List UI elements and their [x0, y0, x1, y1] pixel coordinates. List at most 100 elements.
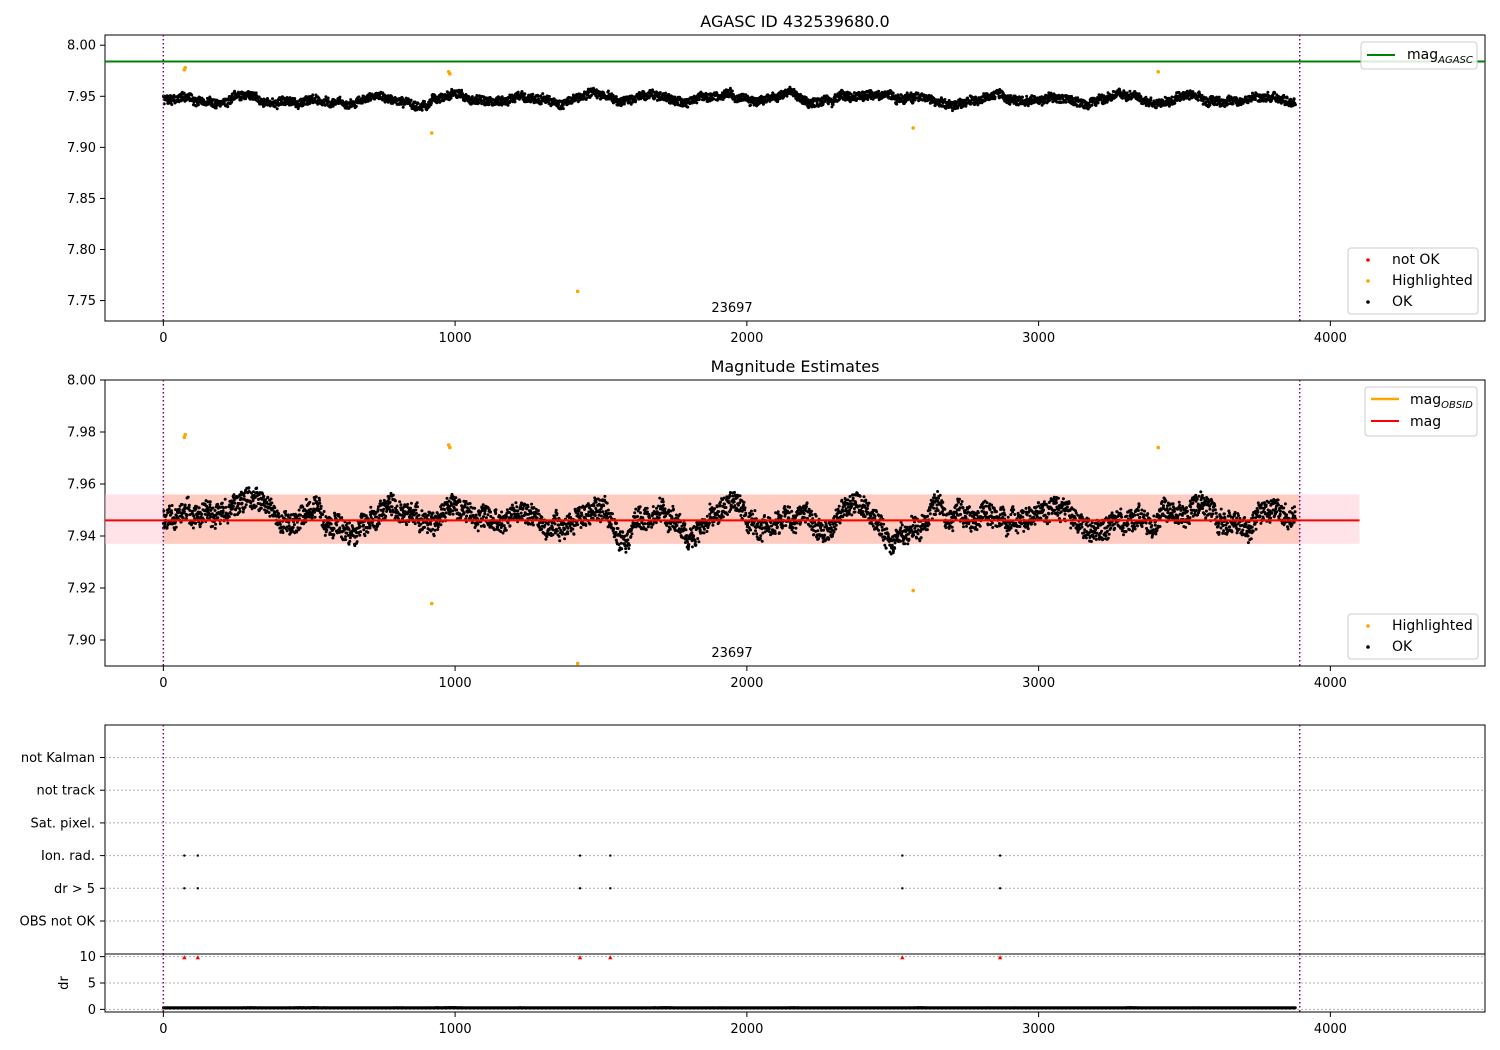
estimates-ok-point	[238, 509, 242, 513]
agasc-ytick-label: 7.85	[67, 192, 96, 207]
estimates-ok-point	[187, 503, 191, 507]
agasc-ok-point	[1292, 97, 1296, 101]
estimates-ok-point	[345, 531, 349, 535]
estimates-ok-point	[390, 513, 394, 517]
agasc-ok-point	[213, 101, 217, 105]
estimates-ok-point	[269, 497, 273, 501]
agasc-ok-point	[557, 103, 560, 107]
agasc-ok-point	[423, 100, 426, 103]
estimates-ok-point	[426, 531, 429, 535]
agasc-ok-point	[456, 95, 460, 99]
agasc-ok-point	[391, 101, 395, 105]
agasc-highlighted-point	[911, 126, 915, 130]
estimates-ok-point	[406, 502, 410, 506]
agasc-ok-point	[590, 93, 593, 97]
estimates-ok-point	[186, 495, 190, 499]
estimates-ok-point	[285, 529, 289, 533]
legend-not-ok-label: not OK	[1392, 252, 1440, 268]
estimates-ok-point	[192, 514, 196, 518]
agasc-ok-point	[622, 102, 626, 106]
agasc-ok-point	[611, 93, 615, 97]
agasc-xtick-label: 3000	[1022, 331, 1055, 346]
estimates-ok-point	[414, 508, 418, 512]
estimates-ok-point	[180, 503, 184, 506]
agasc-obsid-label: 23697	[711, 301, 752, 316]
estimates-ok-point	[355, 534, 359, 538]
agasc-ok-point	[547, 95, 551, 98]
agasc-ok-point	[187, 94, 191, 98]
agasc-magnitude-panel: AGASC ID 432539680.0 0 1000 2000 3000 4000 7…	[67, 12, 1486, 346]
estimates-ok-point	[209, 515, 213, 519]
agasc-ok-point	[673, 95, 677, 99]
estimates-ok-point	[218, 522, 222, 526]
agasc-highlighted-point	[448, 72, 452, 76]
agasc-ok-point	[1149, 96, 1153, 100]
agasc-ok-point	[1090, 103, 1094, 107]
estimates-ok-point	[344, 538, 348, 542]
estimates-ok-point	[206, 508, 210, 512]
estimates-ok-point	[211, 524, 215, 528]
agasc-highlighted-point	[429, 131, 434, 135]
legend-highlighted-marker	[1366, 279, 1370, 283]
estimates-ok-point	[358, 525, 362, 529]
agasc-ok-point	[529, 100, 533, 104]
estimates-ok-point	[463, 503, 467, 507]
estimates-ok-point	[174, 525, 178, 529]
estimates-ok-point	[409, 506, 412, 510]
estimates-ok-point	[347, 528, 351, 531]
estimates-ok-point	[208, 500, 212, 504]
agasc-ok-point	[401, 105, 405, 109]
agasc-ok-point	[1253, 98, 1257, 101]
agasc-ok-point	[877, 89, 881, 93]
estimates-ok-point	[297, 508, 301, 512]
estimates-ok-point	[332, 527, 336, 530]
estimates-ok-point	[398, 500, 402, 504]
agasc-ok-point	[730, 89, 734, 93]
estimates-ok-point	[358, 533, 362, 537]
agasc-xtick-label: 4000	[1314, 331, 1347, 346]
agasc-highlighted-point	[575, 289, 580, 294]
estimates-ok-point	[226, 521, 230, 525]
agasc-ok-point	[479, 97, 483, 101]
legend-ok-marker	[1366, 300, 1370, 304]
estimates-ok-point	[363, 534, 367, 538]
estimates-ok-point	[268, 514, 272, 518]
estimates-ok-point	[295, 530, 299, 534]
estimates-ok-point	[298, 526, 302, 530]
agasc-ok-point	[1293, 103, 1297, 107]
agasc-ok-point	[430, 101, 433, 105]
estimates-ok-point	[395, 504, 399, 508]
agasc-ok-point	[409, 98, 413, 102]
agasc-ok-point	[1173, 101, 1177, 105]
agasc-ok-point	[460, 88, 464, 92]
agasc-ok-point	[664, 91, 668, 95]
estimates-ok-point	[362, 528, 366, 532]
estimates-ok-point	[362, 523, 365, 527]
estimates-ok-point	[402, 513, 406, 517]
estimates-ok-point	[311, 513, 314, 517]
estimates-ok-point	[382, 507, 386, 511]
agasc-ok-point	[606, 89, 610, 93]
estimates-ok-point	[177, 507, 181, 511]
estimates-ok-point	[413, 522, 417, 526]
agasc-ok-point	[477, 101, 481, 105]
agasc-ytick-label: 7.90	[67, 141, 96, 156]
agasc-legend-upper: magAGASC	[1360, 41, 1478, 70]
agasc-ok-point	[1094, 104, 1098, 107]
agasc-ok-point	[782, 95, 785, 99]
agasc-ok-point	[686, 105, 690, 109]
estimates-ok-point	[276, 523, 280, 527]
estimates-ok-point	[259, 506, 263, 510]
estimates-ok-point	[308, 500, 312, 504]
estimates-ok-point	[231, 507, 234, 511]
estimates-ok-point	[284, 509, 288, 513]
estimates-ok-point	[431, 511, 435, 515]
estimates-ok-point	[227, 515, 231, 519]
estimates-ok-point	[337, 513, 341, 517]
estimates-ok-point	[213, 509, 217, 512]
agasc-xtick-label: 2000	[730, 331, 763, 346]
estimates-ok-point	[329, 522, 333, 526]
estimates-ok-point	[325, 528, 329, 532]
agasc-axes-frame	[104, 34, 1486, 322]
legend-not-ok-marker	[1366, 258, 1370, 262]
